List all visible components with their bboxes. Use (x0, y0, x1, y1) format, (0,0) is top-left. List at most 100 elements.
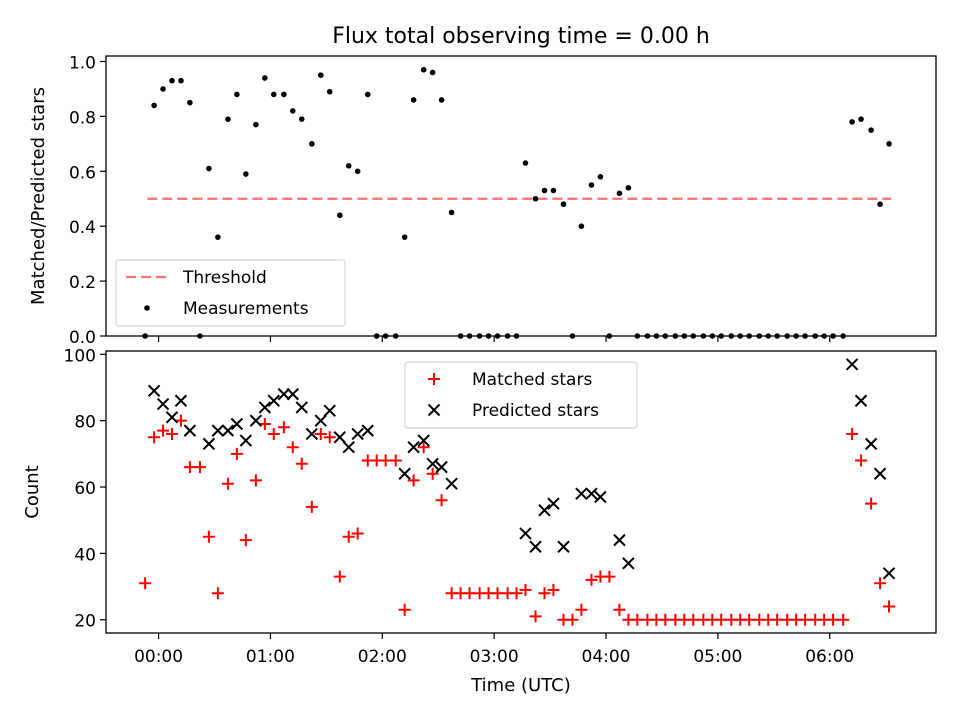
x-tick-label: 01:00 (246, 647, 295, 667)
predicted-star-point (873, 467, 887, 480)
x-tick-label: 06:00 (805, 647, 854, 667)
predicted-star-point (864, 437, 878, 451)
matched-star-point (566, 613, 579, 626)
measurement-point (756, 333, 763, 339)
legend-box (115, 259, 346, 327)
measurement-point (382, 333, 389, 339)
measurement-point (588, 182, 595, 188)
matched-star-point (342, 530, 355, 543)
matched-star-point (183, 461, 196, 474)
predicted-star-point (398, 467, 411, 480)
predicted-star-point (267, 394, 280, 407)
predicted-star-point (165, 411, 179, 424)
predicted-star-point (445, 477, 458, 490)
matched-star-point (846, 427, 859, 440)
matched-star-point (267, 427, 280, 440)
matched-star-point (687, 613, 700, 626)
predicted-star-point (156, 397, 170, 411)
measurement-point (849, 119, 855, 125)
series-predicted-stars (147, 358, 896, 580)
matched-star-point (837, 613, 850, 626)
measurement-point (215, 234, 221, 240)
predicted-star-point (211, 424, 225, 437)
measurement-point (578, 223, 585, 229)
top-legend: Threshold Measurements (115, 259, 346, 327)
predicted-star-point (258, 401, 272, 414)
predicted-star-point (351, 427, 364, 441)
measurement-point (290, 108, 296, 114)
matched-star-point (148, 431, 161, 444)
measurement-point (448, 209, 455, 216)
matched-star-point (874, 577, 887, 590)
measurement-point (812, 333, 818, 339)
matched-star-point (333, 570, 346, 583)
predicted-star-point (221, 424, 235, 437)
measurement-point (197, 333, 203, 339)
matched-star-point (193, 461, 206, 474)
measurement-point (457, 333, 464, 339)
measurement-point (504, 333, 511, 339)
matched-star-point (771, 613, 784, 626)
measurement-point (877, 201, 883, 208)
matched-star-point (883, 600, 896, 613)
matched-star-point (827, 613, 840, 626)
x-tick-label: 04:00 (582, 647, 631, 667)
matched-star-point (379, 454, 392, 467)
measurement-point (142, 333, 148, 339)
measurement-point (420, 66, 427, 73)
measurement-point (821, 333, 827, 339)
measurement-point (243, 171, 249, 177)
x-tick-label: 03:00 (470, 647, 519, 667)
measurement-point (718, 333, 725, 339)
measurement-point (532, 195, 539, 202)
measurement-point (672, 333, 679, 339)
measurement-point (681, 333, 688, 339)
measurement-point (560, 201, 567, 208)
legend-measurements-swatch (144, 305, 150, 311)
series-measurements (142, 66, 892, 339)
y-tick-label: 80 (74, 413, 96, 433)
measurement-point (392, 333, 399, 339)
predicted-star-point (305, 427, 319, 441)
matched-star-point (743, 613, 756, 626)
measurement-point (169, 77, 175, 84)
measurement-point (345, 163, 352, 169)
measurement-point (541, 187, 548, 194)
matched-star-point (510, 587, 523, 600)
predicted-star-point (407, 441, 420, 454)
predicted-star-point (342, 441, 355, 454)
matched-star-point (715, 613, 728, 626)
measurement-point (634, 333, 641, 339)
top-axes-frame (105, 55, 937, 337)
measurement-point (429, 69, 436, 76)
series-matched-stars (139, 414, 896, 626)
matched-star-point (659, 613, 672, 626)
y-tick-label: 0.2 (69, 273, 96, 293)
measurement-point (644, 333, 651, 339)
matched-star-point (407, 474, 420, 487)
measurement-point (253, 121, 259, 128)
bottom-panel: 20 40 60 80 100 00:00 01:00 02:00 03:00 04:00 05:0… (22, 346, 937, 696)
matched-star-point (157, 424, 170, 437)
matched-star-point (799, 613, 812, 626)
predicted-star-point (613, 533, 626, 547)
x-tick-label: 02:00 (358, 647, 407, 667)
measurement-point (262, 75, 268, 81)
matched-star-point (239, 534, 252, 547)
measurement-point (709, 333, 716, 339)
matched-star-point (435, 494, 448, 507)
measurement-point (206, 165, 212, 172)
matched-star-point (323, 431, 336, 444)
predicted-star-point (239, 434, 253, 447)
y-tick-label: 20 (74, 612, 96, 632)
measurement-point (840, 333, 846, 339)
x-tick-label: 00:00 (134, 647, 183, 667)
measurement-point (151, 102, 157, 109)
matched-star-point (314, 427, 327, 440)
measurement-point (485, 333, 492, 339)
measurement-point (793, 333, 799, 339)
matched-star-point (258, 417, 271, 430)
measurement-point (187, 99, 193, 106)
